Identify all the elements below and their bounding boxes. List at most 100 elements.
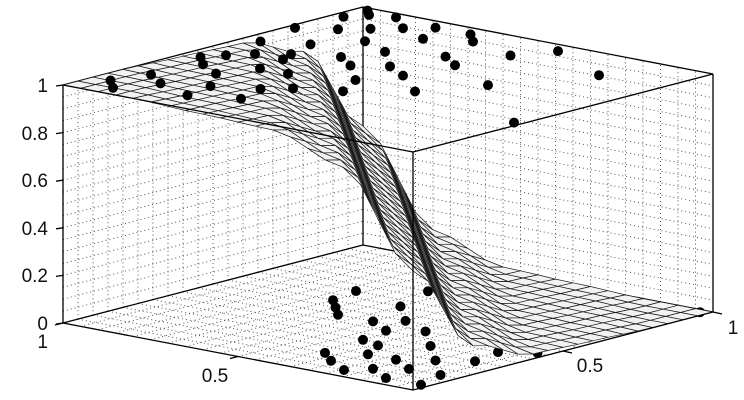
wall-grid-line bbox=[362, 125, 714, 194]
floor-grid-line bbox=[167, 295, 519, 364]
data-point bbox=[211, 68, 221, 79]
wall-grid-line bbox=[362, 113, 714, 182]
z-tick-label-0.2: 0.2 bbox=[22, 266, 48, 287]
data-point bbox=[594, 70, 604, 81]
x-tick-mark bbox=[229, 355, 239, 360]
data-point bbox=[400, 315, 411, 326]
data-point bbox=[278, 54, 288, 65]
data-point bbox=[450, 60, 460, 71]
z-tick-label-0: 0 bbox=[37, 314, 48, 335]
data-point bbox=[146, 69, 156, 80]
data-point bbox=[381, 373, 391, 384]
z-tick-label-0.4: 0.4 bbox=[22, 219, 49, 240]
axes-box-edge bbox=[412, 73, 714, 153]
y-tick-label-1: 1 bbox=[728, 318, 739, 339]
data-point bbox=[182, 90, 193, 101]
z-tick-mark bbox=[55, 84, 64, 87]
y-tick-mark bbox=[562, 350, 573, 354]
data-point bbox=[395, 301, 406, 312]
data-point bbox=[336, 51, 346, 62]
data-point bbox=[373, 340, 383, 351]
data-point bbox=[425, 340, 436, 351]
data-point bbox=[385, 61, 395, 72]
axes-box-edge bbox=[62, 244, 364, 324]
data-point bbox=[305, 39, 316, 50]
data-point bbox=[470, 356, 480, 367]
axes-box-edge bbox=[362, 6, 714, 75]
data-point bbox=[363, 349, 373, 360]
wall-grid-line bbox=[362, 196, 714, 265]
data-point bbox=[338, 86, 348, 97]
data-point bbox=[236, 93, 246, 104]
y-tick-label-0.5: 0.5 bbox=[577, 356, 603, 377]
axes-box-edge bbox=[62, 84, 414, 153]
wall-grid-line bbox=[362, 149, 714, 218]
wall-grid-line bbox=[362, 66, 714, 134]
wall-grid-line bbox=[362, 161, 714, 230]
tick-labels: 0 0.2 0.4 0.6 0.8 1 1 0.5 0.5 1 bbox=[22, 76, 739, 387]
wall-grid-line bbox=[362, 30, 714, 99]
x-tick-mark bbox=[54, 322, 64, 326]
data-point bbox=[333, 24, 343, 35]
wall-grid-line bbox=[362, 232, 714, 301]
floor-grid-line bbox=[122, 306, 474, 375]
data-point bbox=[205, 81, 216, 92]
data-point bbox=[358, 334, 368, 345]
data-point bbox=[430, 22, 441, 33]
data-point bbox=[345, 60, 356, 71]
data-point bbox=[250, 49, 260, 60]
data-point bbox=[423, 286, 433, 297]
data-point bbox=[483, 80, 493, 91]
wall-grid-line bbox=[362, 77, 714, 146]
floor-grid-line bbox=[152, 299, 504, 368]
data-point bbox=[368, 316, 378, 327]
data-point bbox=[365, 23, 376, 34]
top-points bbox=[105, 5, 604, 128]
data-point bbox=[398, 23, 408, 34]
data-point bbox=[493, 347, 503, 358]
data-point bbox=[381, 325, 391, 336]
data-point bbox=[255, 83, 266, 94]
wall-grid-line bbox=[362, 101, 714, 170]
wall-grid-line bbox=[362, 208, 714, 277]
floor-grid-line bbox=[137, 303, 489, 371]
data-point bbox=[430, 355, 441, 366]
data-point bbox=[435, 369, 446, 380]
floor-grid-line bbox=[92, 314, 444, 383]
data-point bbox=[404, 363, 414, 374]
data-point bbox=[108, 82, 118, 93]
y-tick-mark bbox=[712, 311, 723, 315]
z-tick-mark bbox=[55, 227, 64, 230]
data-point bbox=[368, 363, 378, 374]
data-point bbox=[391, 354, 401, 365]
surface-patch bbox=[395, 253, 429, 282]
floor-grid-line bbox=[182, 291, 534, 360]
z-tick-mark bbox=[55, 179, 64, 182]
data-point bbox=[338, 11, 349, 22]
z-tick-mark bbox=[55, 274, 64, 278]
data-point bbox=[468, 36, 478, 47]
fitted-surface bbox=[62, 42, 714, 355]
wall-grid-line bbox=[362, 42, 714, 111]
data-point bbox=[255, 63, 265, 74]
data-point bbox=[286, 49, 296, 60]
data-point bbox=[326, 355, 336, 366]
wall-grid-line bbox=[362, 185, 714, 253]
data-point bbox=[553, 46, 563, 57]
data-point bbox=[288, 83, 298, 94]
data-point bbox=[290, 22, 300, 33]
wall-grid-line bbox=[362, 18, 714, 87]
x-tick-label-0.5: 0.5 bbox=[202, 366, 228, 387]
data-point bbox=[398, 70, 408, 81]
data-point bbox=[221, 50, 231, 61]
wall-grid-line bbox=[362, 54, 714, 123]
data-point bbox=[362, 5, 373, 16]
data-point bbox=[195, 52, 206, 63]
data-point bbox=[418, 33, 428, 44]
wall-grid-line bbox=[362, 220, 714, 289]
data-point bbox=[155, 78, 166, 89]
data-point bbox=[320, 347, 330, 358]
data-point bbox=[283, 68, 293, 79]
data-point bbox=[380, 46, 390, 57]
